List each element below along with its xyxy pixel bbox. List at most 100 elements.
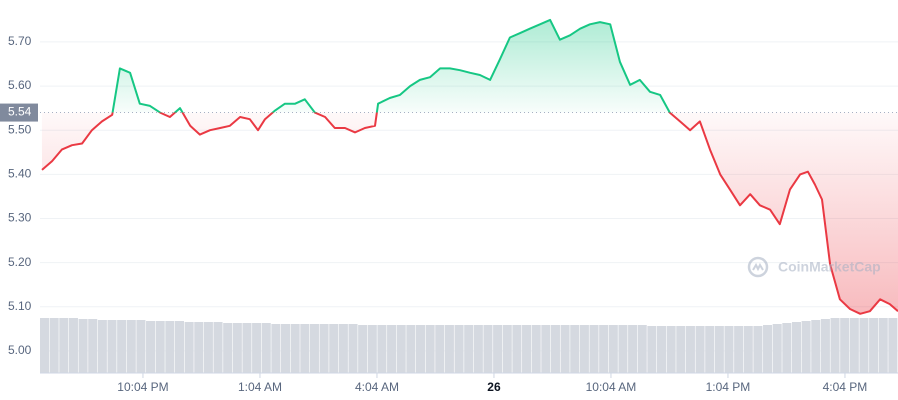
volume-bar <box>522 325 532 373</box>
volume-bar <box>184 322 194 373</box>
volume-bar <box>415 325 426 373</box>
volume-bar <box>232 323 242 373</box>
volume-bar <box>261 323 271 373</box>
volume-bar <box>869 318 879 373</box>
volume-bar <box>705 326 715 373</box>
volume-bar <box>425 325 435 373</box>
volume-bar <box>194 322 204 373</box>
volume-bar <box>830 318 840 373</box>
volume-bar <box>329 324 339 373</box>
volume-bar <box>88 319 98 373</box>
volume-bar <box>338 324 348 373</box>
x-tick-label: 1:04 AM <box>238 380 282 394</box>
volume-bar <box>714 326 724 373</box>
volume-bar <box>242 323 252 373</box>
volume-bar <box>628 325 638 373</box>
volume-bar <box>117 320 127 373</box>
x-tick-label: 4:04 AM <box>355 380 399 394</box>
volume-bar <box>406 325 416 373</box>
volume-bar <box>483 325 493 373</box>
volume-bar <box>541 325 551 373</box>
price-line <box>41 18 898 315</box>
volume-bar <box>68 318 78 373</box>
volume-bar <box>290 324 300 373</box>
volume-bar <box>801 321 811 373</box>
volume-bar <box>387 325 397 373</box>
volume-bar <box>223 323 233 373</box>
volume-bar <box>49 318 59 373</box>
volume-bar <box>570 325 580 373</box>
volume-bar <box>146 321 156 373</box>
volume-bar <box>724 326 734 373</box>
volume-bar <box>666 326 676 373</box>
y-tick-label: 5.10 <box>8 299 32 313</box>
x-tick-label: 1:04 PM <box>706 380 751 394</box>
volume-bar <box>281 324 291 373</box>
volume-bar <box>377 325 387 373</box>
volume-bar <box>300 324 310 373</box>
volume-bar <box>271 324 281 373</box>
volume-bar <box>608 325 618 373</box>
volume-bar <box>203 322 213 373</box>
x-tick-label: 10:04 AM <box>586 380 637 394</box>
volume-bar <box>97 320 107 373</box>
volume-bar <box>550 325 560 373</box>
volume-bar <box>685 326 695 373</box>
y-tick-label: 5.20 <box>8 255 32 269</box>
volume-bar <box>599 325 609 373</box>
volume-bar <box>78 319 88 373</box>
volume-bar <box>252 323 262 373</box>
volume-bar <box>647 326 657 373</box>
volume-bar <box>107 320 117 373</box>
volume-bar <box>309 324 319 373</box>
volume-bar <box>502 325 512 373</box>
volume-bar <box>763 325 773 373</box>
volume-bar <box>589 325 599 373</box>
y-tick-label: 5.60 <box>8 78 32 92</box>
y-tick-label: 5.70 <box>8 34 32 48</box>
volume-bar <box>396 325 406 373</box>
volume-bar <box>695 326 705 373</box>
x-tick-label: 26 <box>487 380 501 394</box>
y-tick-label: 5.50 <box>8 122 32 136</box>
volume-bar <box>579 325 589 373</box>
volume-bar <box>888 318 898 373</box>
volume-bar <box>174 321 185 373</box>
y-tick-label: 5.00 <box>8 343 32 357</box>
volume-bar <box>435 325 445 373</box>
volume-bar <box>618 325 628 373</box>
volume-bar <box>637 325 647 373</box>
baseline-label-bg <box>0 103 38 122</box>
volume-bar <box>464 325 474 373</box>
volume-bar <box>878 318 888 373</box>
volume-bar <box>59 318 69 373</box>
volume-bar <box>811 320 821 373</box>
volume-bar <box>734 326 744 373</box>
volume-bar <box>560 325 570 373</box>
volume-bar <box>859 318 869 373</box>
y-tick-label: 5.30 <box>8 211 32 225</box>
volume-bar <box>531 325 541 373</box>
volume-bar <box>676 326 686 373</box>
volume-bar <box>126 320 136 373</box>
volume-bar <box>753 326 763 373</box>
y-tick-label: 5.40 <box>8 167 32 181</box>
volume-bar <box>367 325 377 373</box>
volume-bar <box>165 321 175 373</box>
volume-bar <box>820 319 830 373</box>
volume-bar <box>849 318 859 373</box>
volume-bar <box>348 324 358 373</box>
watermark-text: CoinMarketCap <box>778 259 881 275</box>
volume-bar <box>743 326 753 373</box>
volume-bar <box>213 322 223 373</box>
volume-bar <box>155 321 165 373</box>
volume-bar <box>358 325 368 373</box>
volume-bar <box>473 325 483 373</box>
volume-bar <box>840 318 850 373</box>
volume-bar <box>454 325 464 373</box>
volume-bar <box>319 324 329 373</box>
volume-bar <box>136 320 146 373</box>
volume-bar <box>493 325 503 373</box>
